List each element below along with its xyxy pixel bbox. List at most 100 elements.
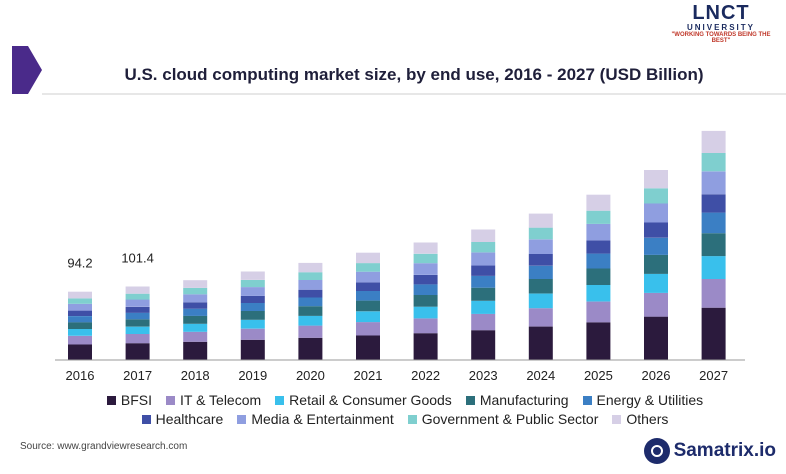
bar-segment-2022-5 (413, 275, 438, 285)
bar-segment-2017-2 (125, 326, 150, 334)
bar-segment-2025-0 (586, 322, 611, 360)
legend-item: Retail & Consumer Goods (275, 392, 452, 408)
title-accent-shape (12, 46, 42, 94)
bar-segment-2020-3 (298, 306, 323, 316)
x-tick-label: 2025 (584, 368, 613, 383)
bar-segment-2024-0 (528, 326, 553, 360)
bar-segment-2023-0 (471, 330, 496, 360)
bar-segment-2016-5 (68, 310, 92, 316)
bar-segment-2022-6 (413, 263, 438, 275)
bar-segment-2018-8 (183, 280, 208, 288)
legend-label: Others (626, 411, 669, 427)
x-tick-label: 2018 (181, 368, 210, 383)
bar-segment-2026-2 (644, 273, 668, 293)
bar-segment-2021-8 (356, 252, 380, 264)
bar-segment-2022-8 (413, 242, 438, 254)
x-tick-label: 2020 (296, 368, 325, 383)
bar-segment-2019-3 (240, 311, 265, 320)
bar-segment-2023-5 (471, 265, 496, 276)
bar-segment-2018-2 (183, 323, 208, 332)
legend-swatch (165, 395, 175, 405)
bar-segment-2021-2 (356, 311, 380, 323)
bar-segment-2023-8 (471, 229, 496, 242)
legend-item: BFSI (106, 392, 152, 408)
bar-segment-2020-1 (298, 325, 323, 338)
legend-swatch (141, 414, 151, 424)
bar-segment-2025-7 (586, 210, 611, 224)
bar-segment-2026-5 (644, 222, 668, 238)
legend-swatch (237, 414, 247, 424)
bar-segment-2016-6 (68, 303, 92, 311)
x-tick-label: 2022 (411, 368, 440, 383)
bar-segment-2018-6 (183, 294, 208, 303)
bar-segment-2019-5 (240, 295, 265, 303)
bar-segment-2020-0 (298, 337, 323, 360)
bar-segment-2019-8 (240, 271, 265, 280)
legend-swatch (106, 395, 116, 405)
legend-item: Manufacturing (465, 392, 569, 408)
source-text: Source: www.grandviewresearch.com (20, 441, 188, 452)
legend-label: IT & Telecom (179, 392, 262, 408)
bar-segment-2016-2 (68, 329, 92, 336)
bar-segment-2022-4 (413, 284, 438, 295)
bar-segment-2022-1 (413, 318, 438, 334)
bar-segment-2021-7 (356, 263, 380, 272)
bar-segment-2022-0 (413, 333, 438, 360)
bar-segment-2016-0 (68, 344, 92, 360)
legend-item: Energy & Utilities (582, 392, 704, 408)
bar-segment-2027-8 (701, 130, 726, 153)
lnct-logo: LNCT UNIVERSITY "WORKING TOWARDS BEING T… (662, 2, 780, 46)
legend-swatch (582, 395, 592, 405)
bar-segment-2024-7 (528, 227, 553, 240)
bar-segment-2027-7 (701, 153, 726, 172)
bar-segment-2017-6 (125, 299, 150, 307)
legend-swatch (465, 395, 475, 405)
bar-segment-2020-2 (298, 315, 323, 326)
bar-segment-2018-3 (183, 315, 208, 324)
x-tick-label: 2016 (66, 368, 95, 383)
bar-segment-2016-4 (68, 316, 92, 323)
data-label: 101.4 (121, 250, 154, 265)
bar-segment-2019-4 (240, 303, 265, 311)
bar-segment-2025-4 (586, 253, 611, 269)
samatrix-logo: Samatrix.io (643, 438, 776, 464)
x-tick-label: 2019 (238, 368, 267, 383)
bar-segment-2017-4 (125, 312, 150, 320)
bar-segment-2027-3 (701, 233, 726, 257)
bar-segment-2018-5 (183, 302, 208, 309)
bar-segment-2023-1 (471, 313, 496, 331)
bar-segment-2023-2 (471, 300, 496, 314)
bar-segment-2017-0 (125, 343, 150, 360)
bar-segment-2020-4 (298, 297, 323, 307)
bar-segment-2026-0 (644, 316, 668, 360)
bar-segment-2023-3 (471, 287, 496, 301)
bar-segment-2025-2 (586, 285, 611, 302)
bar-segment-2016-8 (68, 291, 92, 299)
x-tick-label: 2026 (642, 368, 671, 383)
bar-segment-2021-3 (356, 300, 380, 312)
x-tick-label: 2021 (354, 368, 383, 383)
bar-segment-2025-6 (586, 223, 611, 241)
bar-segment-2022-3 (413, 295, 438, 307)
bar-segment-2021-4 (356, 291, 380, 301)
lnct-logo-tagline: "WORKING TOWARDS BEING THE BEST" (671, 32, 771, 44)
legend: BFSI IT & Telecom Retail & Consumer Goods M… (60, 392, 750, 430)
bar-segment-2021-0 (356, 335, 380, 360)
x-tick-label: 2027 (699, 368, 728, 383)
bar-segment-2021-1 (356, 322, 380, 336)
chart-title: U.S. cloud computing market size, by end… (124, 65, 703, 84)
legend-item: Government & Public Sector (407, 411, 598, 427)
bar-segment-2026-8 (644, 170, 668, 189)
legend-label: Energy & Utilities (596, 392, 704, 408)
bar-segment-2022-2 (413, 306, 438, 319)
x-tick-label: 2023 (469, 368, 498, 383)
bar-group (68, 130, 726, 360)
bar-segment-2020-6 (298, 280, 323, 290)
bar-segment-2026-4 (644, 237, 668, 255)
bar-segment-2025-8 (586, 194, 611, 211)
legend-swatch (612, 414, 622, 424)
bar-segment-2017-5 (125, 306, 150, 313)
legend-item: Media & Entertainment (237, 411, 394, 427)
legend-row: Healthcare Media & Entertainment Governmen… (60, 411, 750, 427)
legend-row: BFSI IT & Telecom Retail & Consumer Goods M… (60, 392, 750, 408)
